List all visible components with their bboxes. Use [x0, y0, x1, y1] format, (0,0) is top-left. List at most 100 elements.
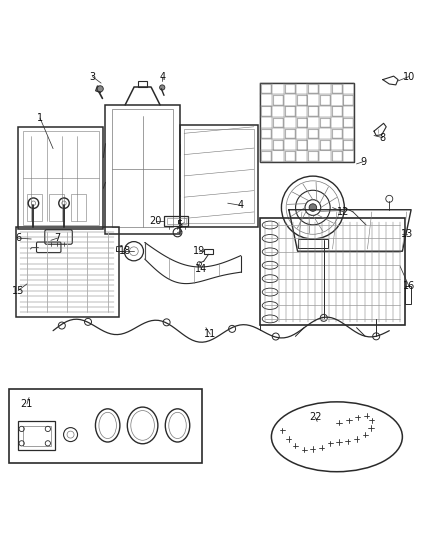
Bar [332, 151, 342, 161]
Bar [297, 140, 307, 150]
Bar [332, 129, 342, 139]
Bar [273, 118, 283, 127]
Bar [308, 129, 318, 139]
Text: 3: 3 [89, 71, 95, 82]
Text: 8: 8 [380, 133, 386, 143]
Bar [285, 107, 295, 116]
Bar [343, 140, 353, 150]
Bar [261, 107, 271, 116]
Text: 19: 19 [193, 246, 205, 256]
Bar [332, 129, 342, 139]
Bar [184, 129, 254, 223]
Bar [343, 95, 353, 104]
Circle shape [97, 86, 103, 92]
Bar [285, 84, 295, 93]
Bar [204, 248, 213, 254]
Text: 9: 9 [360, 157, 366, 167]
Bar [320, 95, 330, 104]
Bar [308, 107, 318, 116]
Text: 11: 11 [204, 329, 216, 339]
Text: 14: 14 [195, 264, 208, 273]
Bar [16, 227, 119, 317]
Bar [343, 118, 353, 127]
Text: 12: 12 [337, 207, 350, 217]
Bar [106, 105, 180, 234]
Bar [18, 422, 55, 450]
Bar [95, 86, 102, 93]
Bar [285, 107, 295, 116]
Bar [332, 84, 342, 93]
Text: 15: 15 [12, 286, 25, 295]
Bar [261, 151, 271, 161]
Bar [261, 151, 271, 161]
Bar [343, 140, 353, 150]
Bar [297, 95, 307, 104]
Bar [261, 84, 271, 93]
Text: 1: 1 [37, 113, 43, 123]
Text: 20: 20 [149, 216, 162, 225]
Bar [405, 286, 411, 304]
Bar [308, 84, 318, 93]
Text: 5: 5 [177, 220, 183, 230]
Bar [285, 151, 295, 161]
Text: 4: 4 [159, 71, 165, 82]
Bar [285, 129, 295, 139]
Bar [332, 107, 342, 116]
Bar [273, 95, 283, 104]
Bar [22, 131, 99, 225]
Bar [273, 118, 283, 127]
Bar [27, 195, 42, 221]
Bar [297, 118, 307, 127]
Text: 21: 21 [21, 399, 33, 409]
Text: 7: 7 [54, 233, 60, 243]
Text: 18: 18 [119, 246, 131, 256]
Bar [308, 129, 318, 139]
Bar [308, 84, 318, 93]
Bar [273, 140, 283, 150]
Bar [308, 151, 318, 161]
Bar [261, 129, 271, 139]
Bar [273, 95, 283, 104]
Bar [261, 84, 271, 93]
Bar [320, 118, 330, 127]
Bar [343, 95, 353, 104]
Bar [285, 84, 295, 93]
Circle shape [159, 85, 165, 90]
Bar [332, 151, 342, 161]
Bar [18, 127, 103, 229]
Bar [164, 216, 188, 226]
Bar [285, 129, 295, 139]
Bar [332, 107, 342, 116]
Bar [297, 239, 328, 248]
Bar [308, 151, 318, 161]
Bar [261, 129, 271, 139]
Text: 13: 13 [401, 229, 413, 239]
Bar [261, 107, 271, 116]
Bar [166, 218, 186, 224]
Bar [261, 219, 405, 326]
Bar [320, 118, 330, 127]
Bar [332, 84, 342, 93]
Bar [112, 109, 173, 227]
Bar [343, 118, 353, 127]
Text: 4: 4 [238, 200, 244, 211]
Circle shape [309, 204, 317, 211]
Text: 6: 6 [15, 233, 21, 243]
Bar [320, 140, 330, 150]
Bar [285, 151, 295, 161]
Bar [138, 81, 147, 87]
Bar [297, 95, 307, 104]
Text: 22: 22 [309, 412, 321, 422]
Bar [273, 140, 283, 150]
Bar [308, 107, 318, 116]
Bar [22, 426, 51, 446]
Bar [71, 195, 86, 221]
Bar [297, 140, 307, 150]
Bar [297, 118, 307, 127]
Text: 16: 16 [403, 281, 415, 291]
Bar [261, 83, 354, 161]
Bar [320, 95, 330, 104]
Bar [320, 140, 330, 150]
Text: 10: 10 [403, 71, 415, 82]
Bar [10, 389, 201, 463]
